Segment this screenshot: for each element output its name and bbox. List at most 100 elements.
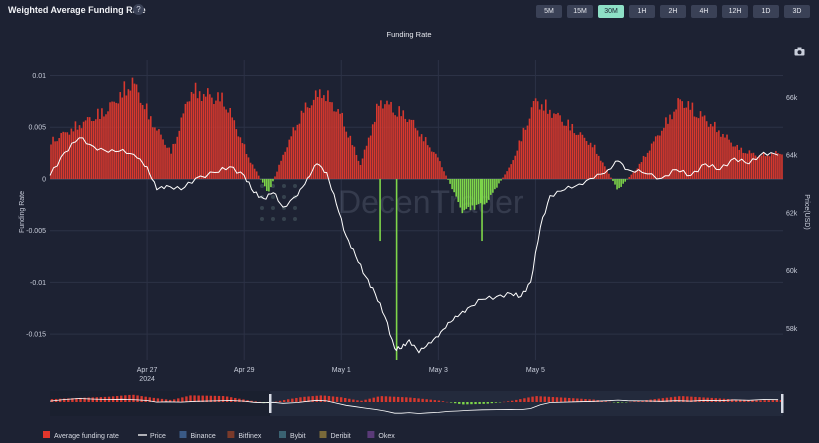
funding-rate-bar xyxy=(461,178,464,214)
navigator-bar xyxy=(197,395,200,402)
navigator-bar xyxy=(299,397,302,402)
navigator-bar xyxy=(568,397,571,402)
funding-rate-bar xyxy=(685,107,688,179)
timeframe-button-30m[interactable]: 30M xyxy=(598,5,624,18)
navigator-bar xyxy=(189,395,192,402)
funding-rate-bar xyxy=(261,178,264,183)
navigator-bar xyxy=(152,397,156,402)
funding-rate-bar xyxy=(512,160,515,179)
funding-rate-bar xyxy=(400,116,403,179)
navigator-bar xyxy=(140,396,143,402)
navigator-bar xyxy=(429,399,432,402)
help-icon[interactable]: ? xyxy=(133,4,144,15)
funding-rate-bar xyxy=(137,92,140,179)
navigator-bar xyxy=(474,402,477,405)
funding-rate-bar xyxy=(302,112,305,179)
funding-rate-bar xyxy=(569,130,572,179)
funding-rate-bar xyxy=(58,138,60,179)
funding-rate-bar xyxy=(703,115,706,179)
timeframe-button-4h[interactable]: 4H xyxy=(691,5,717,18)
timeframe-button-1d[interactable]: 1D xyxy=(753,5,779,18)
funding-rate-bar xyxy=(646,152,649,179)
navigator-bar xyxy=(124,395,127,402)
funding-rate-bar xyxy=(147,119,150,179)
navigator-bar xyxy=(352,399,355,402)
funding-rate-bar xyxy=(160,134,162,179)
navigator-bar xyxy=(523,398,526,402)
funding-rate-bar xyxy=(618,178,620,189)
funding-rate-bar xyxy=(650,143,653,179)
funding-rate-bar xyxy=(386,100,388,179)
funding-rate-bar xyxy=(135,84,138,179)
funding-rate-bar xyxy=(453,178,455,193)
funding-rate-bar xyxy=(127,89,130,179)
funding-rate-bar xyxy=(628,176,631,179)
funding-rate-bar xyxy=(528,118,531,179)
navigator-bar xyxy=(510,400,514,402)
navigator-bar xyxy=(303,396,306,402)
timeframe-button-3d[interactable]: 3D xyxy=(784,5,810,18)
timeframe-button-5m[interactable]: 5M xyxy=(536,5,562,18)
price-line xyxy=(49,137,779,354)
y-left-tick-label: 0.01 xyxy=(32,73,46,80)
funding-rate-bar xyxy=(500,178,502,181)
navigator-bar xyxy=(710,397,713,402)
funding-rate-bar xyxy=(661,130,663,179)
funding-rate-bar xyxy=(272,178,274,182)
funding-rate-bar xyxy=(380,100,382,179)
funding-rate-bar xyxy=(304,102,307,179)
funding-rate-bar xyxy=(215,100,217,179)
y-right-tick-label: 66k xyxy=(786,95,798,102)
funding-rate-bar xyxy=(52,136,54,179)
timeframe-button-15m[interactable]: 15M xyxy=(567,5,593,18)
timeframe-button-2h[interactable]: 2H xyxy=(660,5,686,18)
funding-rate-bar xyxy=(455,178,458,197)
timeframe-button-12h[interactable]: 12H xyxy=(722,5,748,18)
funding-rate-bar xyxy=(471,178,474,206)
funding-rate-bar xyxy=(728,139,730,179)
navigator-bar xyxy=(319,395,323,402)
funding-rate-bar xyxy=(424,137,427,179)
funding-rate-bar xyxy=(125,95,128,179)
navigator-handle-right xyxy=(781,394,784,413)
header-bar: Weighted Average Funding Rate ? 5M 15M 30M… xyxy=(0,0,819,26)
camera-icon[interactable] xyxy=(794,47,805,56)
funding-rate-bar xyxy=(378,105,380,179)
funding-rate-bar xyxy=(286,147,289,179)
funding-rate-bar xyxy=(227,112,229,179)
navigator-bar xyxy=(779,400,783,402)
funding-rate-bar xyxy=(211,97,213,179)
navigator-bar xyxy=(372,397,375,402)
navigator-bar xyxy=(392,396,396,402)
navigator-bar xyxy=(690,396,693,402)
funding-rate-bar xyxy=(418,136,421,179)
funding-rate-bar xyxy=(396,116,398,179)
funding-rate-bar xyxy=(622,178,624,184)
navigator-bar xyxy=(466,402,469,405)
funding-rate-bar xyxy=(677,98,679,179)
navigator-bar xyxy=(339,397,343,402)
funding-rate-bar xyxy=(333,111,335,179)
watermark-dot xyxy=(293,206,297,210)
funding-rate-bar xyxy=(504,174,506,179)
navigator-bar xyxy=(669,397,673,402)
funding-rate-bar xyxy=(758,155,761,179)
funding-rate-bar xyxy=(602,162,604,179)
navigator-bar xyxy=(759,400,762,402)
navigator-bar xyxy=(441,401,445,402)
funding-rate-bar xyxy=(131,77,134,179)
funding-rate-bar xyxy=(683,107,686,179)
timeframe-button-1h[interactable]: 1H xyxy=(629,5,655,18)
funding-rate-bar xyxy=(748,150,751,179)
funding-rate-bar xyxy=(145,103,148,179)
funding-rate-bar xyxy=(184,103,187,179)
navigator-bar xyxy=(490,402,494,404)
x-tick-label: May 1 xyxy=(332,367,351,374)
navigator-bar xyxy=(181,397,184,402)
funding-rate-bar xyxy=(764,156,767,179)
navigator-bar xyxy=(531,396,534,402)
navigator-bar xyxy=(543,396,546,402)
navigator-bar xyxy=(160,398,164,402)
funding-rate-bar xyxy=(573,133,576,179)
navigator-bar xyxy=(87,397,90,402)
